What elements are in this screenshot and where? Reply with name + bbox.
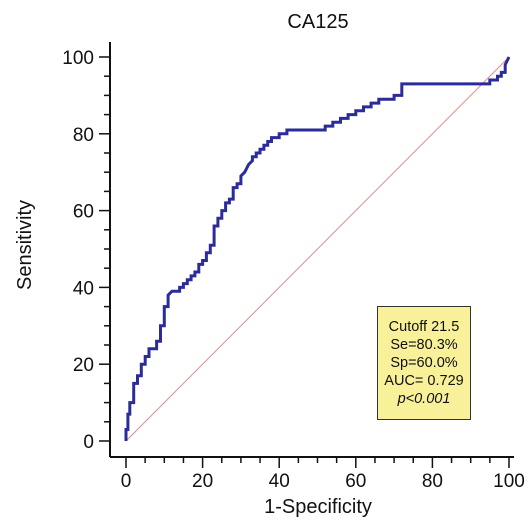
p-value-text: p<0.001 (397, 391, 451, 407)
x-tick-label: 20 (192, 471, 213, 492)
x-tick-label: 60 (345, 471, 366, 492)
y-axis-title: Sensitivity (14, 200, 36, 290)
y-tick-label: 80 (73, 125, 94, 146)
y-ticks: 0 20 40 60 80 100 (62, 48, 110, 453)
y-tick-label: 0 (83, 432, 94, 453)
roc-curve-line (124, 56, 511, 441)
x-ticks: 0 20 40 60 80 100 (121, 457, 525, 492)
auc-text: AUC= 0.729 (384, 373, 464, 389)
y-tick-label: 20 (73, 355, 94, 376)
specificity-text: Sp=60.0% (390, 355, 458, 371)
x-axis-title: 1-Specificity (264, 496, 372, 518)
cutoff-text: Cutoff 21.5 (388, 319, 460, 335)
plot-area: 0 20 40 60 80 100 0 20 40 60 80 100 (62, 42, 525, 492)
reference-diagonal-line (125, 56, 510, 442)
y-tick-label: 40 (73, 278, 94, 299)
y-tick-label: 100 (62, 48, 94, 69)
stats-annotation-box: Cutoff 21.5 Se=80.3% Sp=60.0% AUC= 0.729… (377, 306, 471, 420)
y-tick-label: 60 (73, 202, 94, 223)
x-tick-label: 80 (422, 471, 443, 492)
x-tick-label: 0 (121, 471, 132, 492)
x-tick-label: 40 (269, 471, 290, 492)
sensitivity-text: Se=80.3% (390, 337, 458, 353)
x-tick-label: 100 (493, 471, 525, 492)
chart-title: CA125 (287, 11, 348, 33)
